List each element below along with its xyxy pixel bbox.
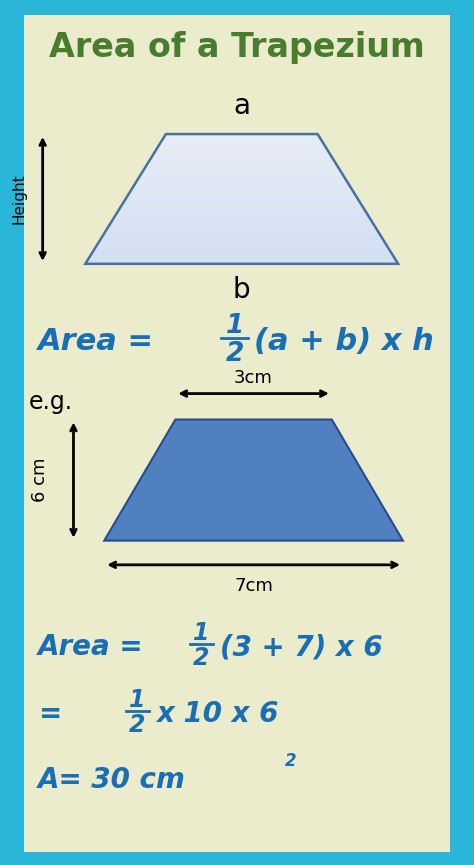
Polygon shape bbox=[95, 247, 389, 249]
Polygon shape bbox=[142, 170, 342, 173]
Polygon shape bbox=[91, 253, 393, 255]
Polygon shape bbox=[147, 163, 337, 164]
Polygon shape bbox=[135, 182, 348, 183]
Polygon shape bbox=[112, 218, 371, 221]
Polygon shape bbox=[140, 173, 343, 175]
Polygon shape bbox=[127, 195, 356, 196]
Polygon shape bbox=[154, 151, 330, 154]
Text: (3 + 7) x 6: (3 + 7) x 6 bbox=[220, 633, 383, 661]
Polygon shape bbox=[146, 164, 337, 166]
Text: Area of a Trapezium: Area of a Trapezium bbox=[49, 31, 425, 64]
Polygon shape bbox=[162, 138, 321, 140]
Polygon shape bbox=[155, 149, 328, 151]
Polygon shape bbox=[109, 223, 374, 225]
Polygon shape bbox=[148, 160, 335, 163]
Polygon shape bbox=[161, 140, 323, 143]
Polygon shape bbox=[85, 261, 398, 264]
Text: 7cm: 7cm bbox=[234, 577, 273, 594]
Polygon shape bbox=[151, 156, 332, 157]
Text: e.g.: e.g. bbox=[28, 390, 73, 414]
Polygon shape bbox=[163, 136, 320, 138]
Text: Height: Height bbox=[11, 174, 27, 224]
Polygon shape bbox=[88, 258, 395, 260]
Polygon shape bbox=[126, 196, 358, 199]
Polygon shape bbox=[123, 202, 361, 203]
FancyBboxPatch shape bbox=[24, 15, 450, 852]
Polygon shape bbox=[156, 147, 327, 149]
Polygon shape bbox=[121, 203, 362, 205]
Polygon shape bbox=[93, 249, 390, 251]
Text: b: b bbox=[233, 276, 251, 304]
Polygon shape bbox=[101, 236, 382, 238]
Polygon shape bbox=[124, 199, 359, 202]
Polygon shape bbox=[118, 210, 366, 212]
Polygon shape bbox=[111, 221, 373, 223]
Text: =: = bbox=[38, 700, 61, 727]
Text: 1: 1 bbox=[193, 621, 210, 645]
Text: x 10 x 6: x 10 x 6 bbox=[156, 700, 279, 727]
Text: 3cm: 3cm bbox=[234, 369, 273, 387]
Text: Area =: Area = bbox=[38, 327, 164, 356]
Polygon shape bbox=[104, 231, 379, 234]
Text: 2: 2 bbox=[226, 341, 244, 367]
Text: a: a bbox=[233, 92, 250, 119]
Text: 2: 2 bbox=[193, 646, 210, 670]
Text: A= 30 cm: A= 30 cm bbox=[38, 766, 186, 794]
Polygon shape bbox=[158, 144, 326, 147]
Text: 1: 1 bbox=[129, 688, 146, 712]
Polygon shape bbox=[103, 234, 381, 236]
Polygon shape bbox=[137, 180, 347, 182]
Text: 6 cm: 6 cm bbox=[31, 458, 49, 503]
Polygon shape bbox=[115, 215, 369, 216]
Text: (a + b) x h: (a + b) x h bbox=[254, 327, 433, 356]
Polygon shape bbox=[108, 225, 375, 227]
Polygon shape bbox=[129, 190, 354, 192]
Polygon shape bbox=[104, 420, 403, 541]
Polygon shape bbox=[128, 192, 355, 195]
Polygon shape bbox=[116, 212, 367, 215]
Text: 2: 2 bbox=[284, 753, 296, 770]
Polygon shape bbox=[159, 143, 324, 144]
Polygon shape bbox=[139, 175, 345, 177]
Polygon shape bbox=[89, 255, 394, 258]
Polygon shape bbox=[150, 157, 334, 160]
Text: Area =: Area = bbox=[38, 633, 153, 661]
Polygon shape bbox=[145, 166, 339, 169]
Polygon shape bbox=[98, 242, 386, 244]
Polygon shape bbox=[100, 238, 383, 240]
Polygon shape bbox=[96, 244, 387, 247]
Polygon shape bbox=[113, 216, 370, 218]
Polygon shape bbox=[131, 189, 353, 190]
Polygon shape bbox=[153, 154, 331, 156]
Polygon shape bbox=[164, 134, 319, 136]
Polygon shape bbox=[132, 186, 351, 189]
Polygon shape bbox=[143, 169, 340, 170]
Polygon shape bbox=[134, 183, 350, 186]
Polygon shape bbox=[120, 205, 363, 208]
Polygon shape bbox=[105, 229, 378, 231]
Polygon shape bbox=[87, 260, 397, 261]
Polygon shape bbox=[92, 251, 392, 253]
Polygon shape bbox=[107, 227, 377, 229]
Polygon shape bbox=[119, 208, 365, 210]
Polygon shape bbox=[99, 240, 385, 242]
Polygon shape bbox=[137, 177, 346, 180]
Text: 1: 1 bbox=[226, 313, 244, 339]
Text: 2: 2 bbox=[129, 713, 146, 737]
